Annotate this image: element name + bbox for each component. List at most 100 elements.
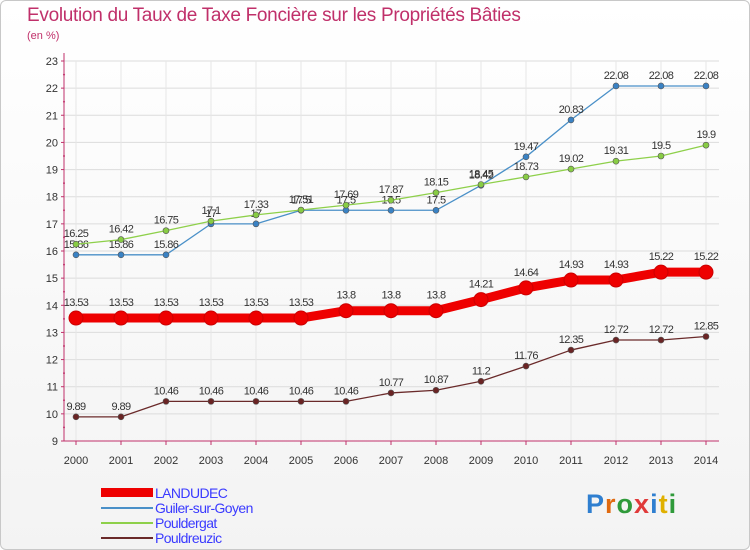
y-minor-tick [63, 182, 65, 185]
logo-letter: r [605, 489, 617, 519]
data-point-landudec [473, 292, 489, 308]
data-point-pouldergat [702, 141, 710, 149]
data-label-pouldreuzic: 10.46 [289, 385, 314, 397]
data-label-pouldreuzic: 10.46 [199, 385, 224, 397]
data-label-landudec: 13.53 [289, 297, 314, 309]
data-label-pouldreuzic: 10.46 [154, 385, 179, 397]
data-label-pouldergat: 17.87 [379, 184, 404, 196]
x-tick-label: 2010 [514, 455, 538, 467]
legend-label: Pouldergat [155, 514, 217, 531]
y-tick-label: 22 [46, 83, 58, 95]
x-tick-label: 2000 [64, 455, 88, 467]
data-point-landudec [698, 264, 714, 280]
data-point-guiler-sur-goyen [252, 220, 260, 228]
y-minor-tick [63, 209, 65, 212]
data-label-landudec: 15.22 [694, 251, 719, 263]
data-label-pouldreuzic: 10.87 [424, 374, 449, 386]
data-point-pouldergat [72, 240, 80, 248]
data-point-guiler-sur-goyen [522, 153, 530, 161]
y-minor-tick [63, 155, 65, 157]
y-minor-tick [63, 263, 65, 266]
data-point-guiler-sur-goyen [657, 82, 665, 90]
data-label-pouldergat: 17.33 [244, 199, 269, 211]
data-label-guiler-sur-goyen: 19.47 [514, 141, 539, 153]
chart-unit-label: (en %) [27, 30, 60, 42]
data-point-pouldreuzic [297, 398, 305, 405]
y-tick-label: 21 [46, 110, 58, 122]
y-minor-tick [63, 345, 65, 347]
data-label-landudec: 13.53 [109, 297, 134, 309]
data-label-pouldergat: 17.51 [289, 194, 314, 206]
data-label-pouldergat: 16.42 [109, 224, 134, 236]
logo-letter: P [586, 489, 606, 519]
data-point-landudec [113, 310, 129, 326]
y-tick-label: 18 [46, 192, 58, 204]
data-point-pouldreuzic [72, 413, 80, 421]
data-point-landudec [68, 310, 84, 326]
data-label-pouldergat: 18.45 [469, 169, 494, 181]
legend-swatch [101, 521, 153, 524]
data-label-pouldergat: 17.1 [201, 205, 220, 217]
data-label-landudec: 14.93 [559, 259, 584, 271]
y-tick-label: 19 [46, 165, 58, 177]
data-point-landudec [338, 303, 354, 319]
data-label-guiler-sur-goyen: 22.08 [604, 70, 629, 82]
data-point-pouldergat [387, 196, 395, 204]
data-point-pouldreuzic [432, 386, 440, 394]
data-point-pouldergat [522, 173, 530, 181]
y-minor-tick [63, 100, 65, 103]
legend-label: Guiler-sur-Goyen [155, 499, 253, 516]
data-point-pouldergat [477, 181, 485, 188]
x-tick-label: 2006 [334, 455, 358, 467]
data-label-landudec: 14.93 [604, 259, 629, 271]
x-tick-label: 2005 [289, 455, 313, 467]
data-point-pouldreuzic [477, 377, 485, 385]
data-label-guiler-sur-goyen: 22.08 [694, 70, 719, 82]
data-label-landudec: 13.53 [64, 297, 89, 309]
data-label-guiler-sur-goyen: 17.5 [291, 194, 310, 206]
data-point-landudec [158, 310, 174, 326]
data-point-pouldreuzic [612, 336, 620, 344]
data-point-pouldreuzic [207, 398, 215, 405]
data-point-guiler-sur-goyen [72, 251, 80, 259]
data-point-pouldergat [567, 165, 575, 173]
data-point-guiler-sur-goyen [567, 116, 575, 124]
data-point-landudec [608, 272, 624, 288]
data-label-landudec: 13.8 [426, 290, 445, 302]
chart-title: Evolution du Taux de Taxe Foncière sur l… [27, 5, 521, 26]
data-label-pouldreuzic: 12.35 [559, 334, 584, 346]
data-label-landudec: 13.53 [199, 297, 224, 309]
data-point-landudec [518, 280, 534, 296]
data-label-landudec: 13.53 [244, 297, 269, 309]
data-point-landudec [563, 272, 579, 288]
data-point-guiler-sur-goyen [387, 206, 395, 214]
legend-swatch [101, 488, 153, 497]
x-tick-label: 2009 [469, 455, 493, 467]
data-point-pouldergat [207, 217, 215, 225]
data-label-pouldergat: 19.02 [559, 153, 584, 165]
data-point-guiler-sur-goyen [162, 251, 170, 259]
data-point-guiler-sur-goyen [612, 82, 620, 90]
data-label-pouldreuzic: 10.77 [379, 377, 404, 389]
data-point-pouldreuzic [387, 389, 395, 397]
logo-letter: x [634, 489, 651, 519]
data-label-guiler-sur-goyen: 15.86 [154, 239, 179, 251]
data-label-landudec: 15.22 [649, 251, 674, 263]
data-label-pouldreuzic: 12.85 [694, 321, 719, 333]
data-point-landudec [248, 310, 264, 326]
data-label-pouldergat: 17.69 [334, 189, 359, 201]
data-label-landudec: 13.8 [336, 290, 355, 302]
data-point-pouldergat [297, 206, 305, 214]
data-label-pouldreuzic: 10.46 [244, 385, 269, 397]
data-point-guiler-sur-goyen [117, 251, 125, 259]
y-minor-tick [63, 372, 65, 375]
data-label-guiler-sur-goyen: 17.5 [336, 194, 355, 206]
x-tick-label: 2013 [649, 455, 673, 467]
data-label-pouldreuzic: 12.72 [604, 324, 629, 336]
legend-swatch [101, 506, 153, 509]
data-point-pouldreuzic [657, 336, 665, 344]
data-label-pouldreuzic: 12.72 [649, 324, 674, 336]
data-label-pouldergat: 19.31 [604, 145, 629, 157]
